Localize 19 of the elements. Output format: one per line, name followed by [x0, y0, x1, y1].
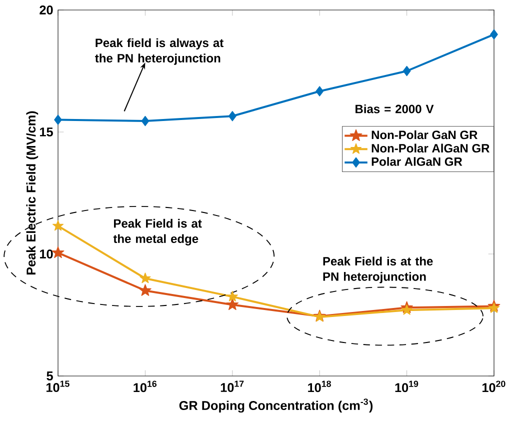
- x-tick-label: 10$^{19}$: [395, 380, 418, 392]
- y-axis-title: Peak Electric Field (MV/cm): [26, 111, 38, 274]
- legend-label: Non-Polar AlGaN GR: [372, 144, 490, 153]
- annotation: Bias = 2000 V: [356, 104, 434, 114]
- legend-label: Non-Polar GaN GR: [372, 130, 478, 140]
- y-tick-label: 15: [40, 128, 53, 136]
- annotation: Peak Field is at the metal edge: [113, 218, 202, 246]
- y-tick-label: 10: [40, 250, 53, 258]
- x-tick-label: 10$^{17}$: [220, 380, 244, 392]
- x-tick-label: 10$^{16}$: [134, 380, 157, 392]
- x-tick-label: 10$^{15}$: [46, 380, 70, 392]
- x-tick-label: 10$^{18}$: [308, 380, 331, 392]
- x-tick-label: 10$^{20}$: [482, 380, 506, 392]
- annotation: Peak Field is at the PN heterojunction: [323, 256, 433, 284]
- annotation: Peak field is always at the PN heterojunction: [95, 38, 224, 65]
- x-axis-title: GR Doping Concentration (cm$^{-3}$): [179, 398, 373, 413]
- y-tick-label: 5: [46, 372, 53, 380]
- legend-label: Polar AlGaN GR: [372, 157, 462, 166]
- y-tick-label: 20: [40, 6, 53, 14]
